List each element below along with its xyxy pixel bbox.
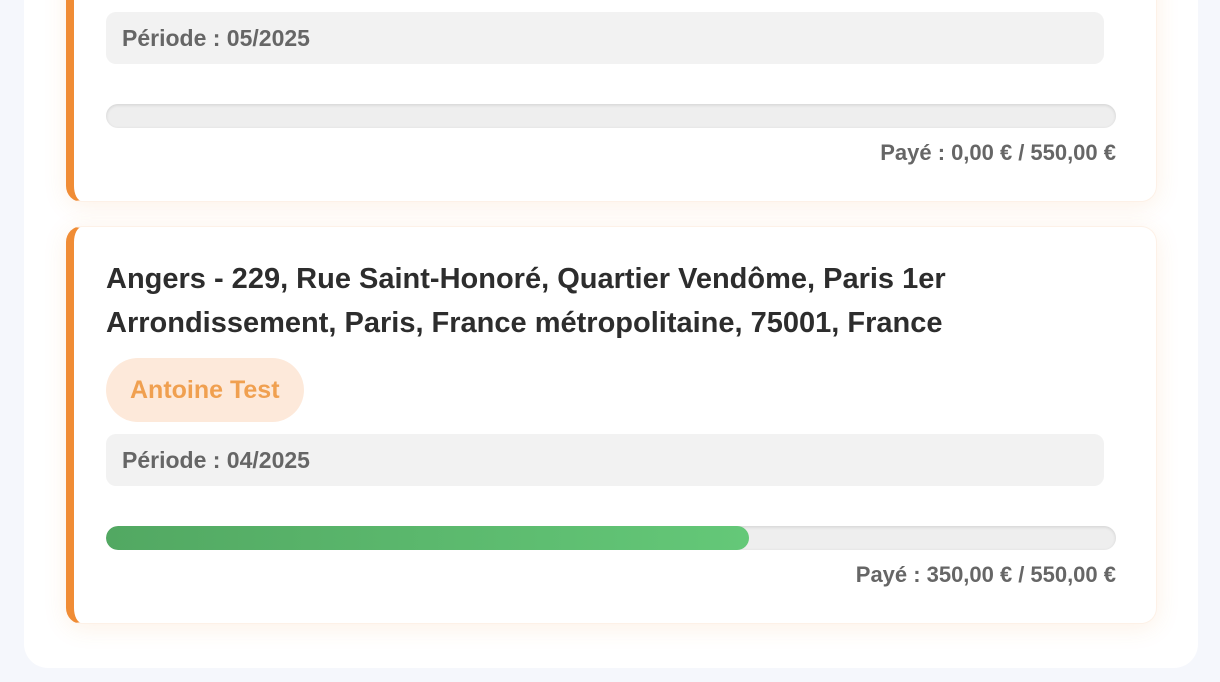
period-box: Période : 05/2025 <box>106 12 1104 64</box>
payment-label: Payé : <box>855 562 921 587</box>
progress-fill <box>106 526 749 550</box>
payment-text: Payé :350,00 €/550,00 € <box>856 562 1116 588</box>
card-title: Angers - 229, Rue Saint-Honoré, Quartier… <box>106 263 946 339</box>
payment-card[interactable]: Période : 05/2025 Payé :0,00 €/550,00 € <box>66 0 1157 202</box>
paid-amount: 0,00 € <box>951 140 1013 165</box>
payment-label: Payé : <box>880 140 946 165</box>
tenant-tag: Antoine Test <box>106 358 304 422</box>
separator: / <box>1018 140 1025 165</box>
payment-text: Payé :0,00 €/550,00 € <box>880 140 1116 166</box>
total-amount: 550,00 € <box>1030 562 1116 587</box>
paid-amount: 350,00 € <box>926 562 1013 587</box>
period-box: Période : 04/2025 <box>106 434 1104 486</box>
progress-bar <box>106 526 1116 550</box>
progress-bar <box>106 104 1116 128</box>
total-amount: 550,00 € <box>1030 140 1116 165</box>
separator: / <box>1018 562 1025 587</box>
payment-card[interactable]: Angers - 229, Rue Saint-Honoré, Quartier… <box>66 226 1157 624</box>
